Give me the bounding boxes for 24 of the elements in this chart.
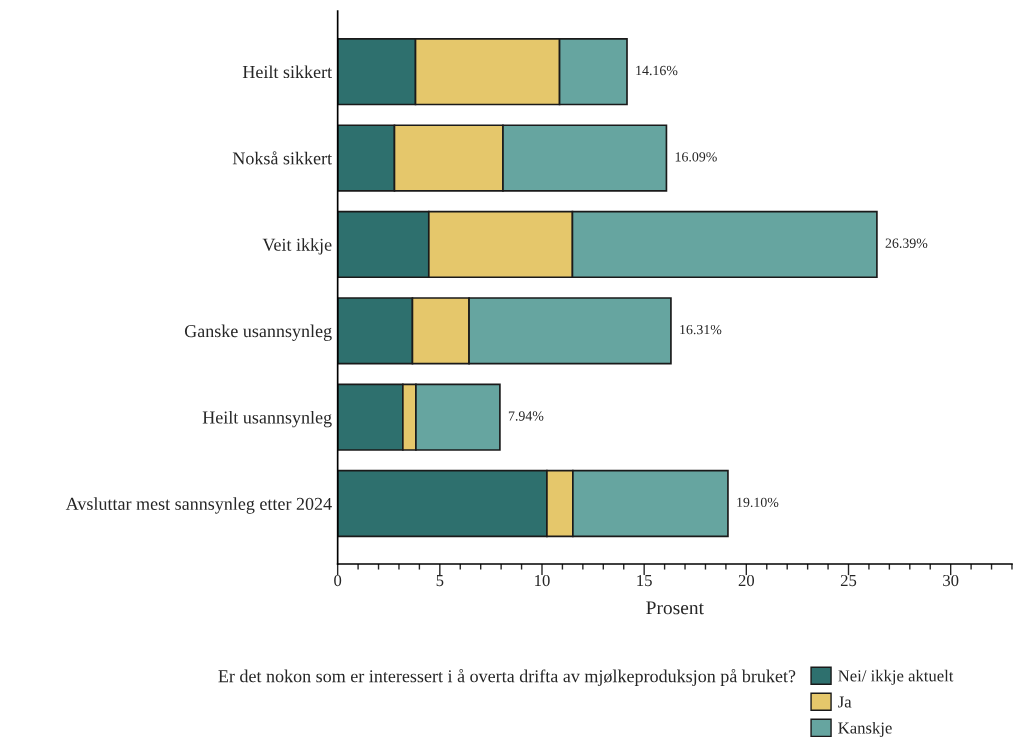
x-tick-label: 20 <box>738 574 755 587</box>
total-label: 26.39% <box>885 238 928 248</box>
legend-label: Kanskje <box>838 721 892 737</box>
y-tick-label: Veit ikkje <box>262 238 332 255</box>
y-tick-label: Heilt sikkert <box>242 65 332 79</box>
legend-title: Er det nokon som er interessert i å overta drifta av mjølkeproduksjon på bruket? <box>218 669 796 686</box>
x-axis-title: Prosent <box>646 601 704 615</box>
total-label: 16.09% <box>675 152 717 162</box>
x-tick-label: 25 <box>840 574 857 587</box>
y-tick-label: Nokså sikkert <box>232 151 332 165</box>
total-label: 19.10% <box>737 497 779 508</box>
y-tick-label: Heilt usannsynleg <box>202 410 332 428</box>
y-tick-label: Avsluttar mest sannsynleg etter 2024 <box>65 497 332 514</box>
x-tick-label: 0 <box>334 574 342 587</box>
total-label: 7.94% <box>508 411 544 421</box>
legend-label: Ja <box>838 696 852 708</box>
x-tick-label: 10 <box>535 574 550 587</box>
y-tick-label: Ganske usannsynleg <box>184 324 332 341</box>
x-tick-label: 5 <box>436 575 444 587</box>
total-label: 16.31% <box>680 324 722 335</box>
x-tick-label: 30 <box>943 574 959 587</box>
legend-label: Nei/ ikkje aktuelt <box>838 669 954 685</box>
total-label: 14.16% <box>636 65 678 76</box>
x-tick-label: 15 <box>637 574 652 587</box>
